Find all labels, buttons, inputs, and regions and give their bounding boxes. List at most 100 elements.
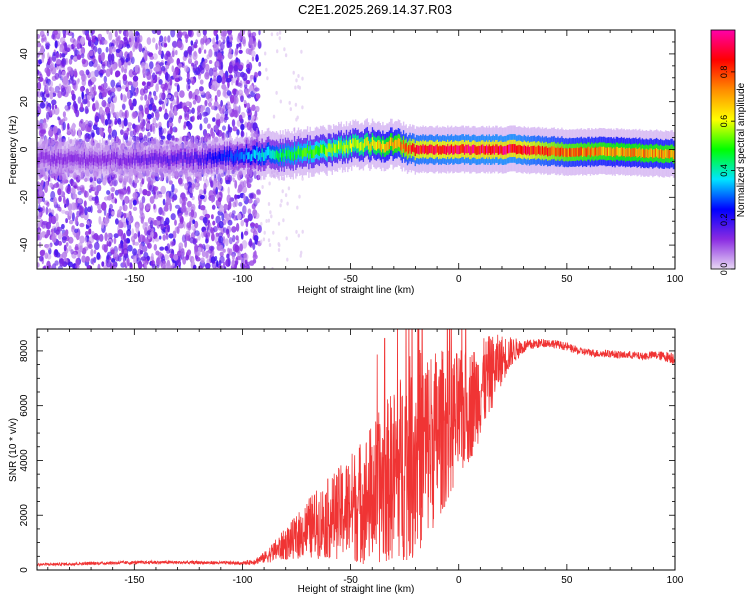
spectrogram-speckle bbox=[93, 84, 96, 92]
spectrogram-speckle bbox=[234, 198, 238, 207]
spectrogram-ridge-cell bbox=[523, 144, 525, 154]
spectrogram-ridge-cell bbox=[52, 156, 54, 164]
spectrogram-speckle bbox=[156, 216, 162, 221]
spectrogram-ridge-cell bbox=[610, 147, 612, 156]
spectrogram-ridge-cell bbox=[639, 147, 641, 156]
spectrogram-ridge-cell bbox=[314, 146, 317, 155]
spectrogram-ridge-cell bbox=[652, 150, 654, 159]
spectrogram-speckle bbox=[204, 63, 210, 72]
spectrogram-ridge-cell bbox=[164, 154, 166, 162]
spectrogram-ridge-cell bbox=[513, 144, 515, 153]
spectrogram-ridge-cell bbox=[356, 140, 358, 149]
spectrogram-speckle bbox=[39, 102, 46, 109]
spectrogram-speckle bbox=[82, 30, 86, 35]
spectrogram-speckle bbox=[37, 233, 40, 241]
spectrogram-speckle bbox=[238, 64, 244, 70]
spectrogram-ridge-cell bbox=[281, 152, 283, 162]
colorbar-tick-label: 0.4 bbox=[719, 164, 729, 177]
spectrogram-ridge-cell bbox=[554, 147, 557, 157]
spectrogram-speckle bbox=[37, 262, 40, 268]
spectrogram-ridge-cell bbox=[75, 154, 78, 162]
spectrogram-ridge-cell bbox=[240, 152, 243, 160]
spectrogram-ridge-cell bbox=[593, 147, 596, 157]
spectrogram-speckle bbox=[84, 236, 88, 244]
spectrogram-ridge-cell bbox=[352, 138, 354, 147]
spectrogram-speckle bbox=[108, 66, 113, 73]
spectrogram-ridge-cell bbox=[478, 145, 480, 155]
spectrogram-speckle bbox=[199, 195, 205, 200]
spectrogram-ridge-cell bbox=[318, 147, 320, 156]
spectrogram-speckle bbox=[74, 228, 79, 234]
spectrogram-speckle bbox=[64, 203, 67, 208]
spectrogram-ridge-cell bbox=[357, 139, 359, 149]
spectrogram-speckle bbox=[100, 83, 105, 92]
spectrogram-speckle bbox=[172, 230, 177, 239]
spectrogram-ridge-cell bbox=[251, 153, 253, 161]
spectrogram-speckle bbox=[226, 194, 232, 204]
spectrogram-speckle bbox=[122, 74, 128, 81]
spectrogram-speckle bbox=[73, 193, 78, 200]
spectrogram-speckle bbox=[55, 52, 60, 59]
spectrogram-ridge-cell bbox=[661, 149, 663, 159]
spectrogram-speckle bbox=[220, 42, 225, 51]
spectrogram-ridge-cell bbox=[105, 158, 108, 166]
spectrogram-ridge-cell bbox=[467, 144, 470, 153]
spectrogram-speckle bbox=[111, 211, 115, 216]
spectrogram-ridge-cell bbox=[156, 154, 158, 162]
spectrogram-ridge-cell bbox=[643, 149, 645, 159]
spectrogram-ridge-cell bbox=[249, 154, 252, 162]
spectrogram-speckle bbox=[278, 30, 282, 35]
spectrogram-speckle bbox=[191, 257, 195, 265]
spectrogram-speckle bbox=[125, 80, 130, 90]
spectrogram-speckle bbox=[183, 105, 188, 113]
spectrogram-ridge-cell bbox=[585, 148, 588, 157]
spectrogram-speckle bbox=[283, 47, 286, 52]
spectrogram-ridge-cell bbox=[466, 144, 468, 154]
spectrogram-speckle bbox=[267, 238, 271, 243]
spectrogram-ridge-cell bbox=[142, 154, 144, 162]
spectrogram-speckle bbox=[124, 110, 128, 119]
spectrogram-speckle bbox=[277, 242, 280, 246]
spectrogram-ridge-cell bbox=[225, 155, 227, 163]
spectrogram-ridge-cell bbox=[257, 152, 259, 161]
spectrogram-speckle bbox=[78, 133, 82, 139]
spectrogram-ridge-cell bbox=[330, 144, 332, 153]
spectrogram-ridge-cell bbox=[334, 144, 336, 153]
spectrogram-ridge-cell bbox=[170, 153, 173, 161]
spectrogram-ridge-cell bbox=[526, 146, 528, 156]
spectrogram-ridge-cell bbox=[622, 148, 624, 157]
spectrogram-speckle bbox=[126, 90, 131, 99]
spectrogram-ridge-cell bbox=[60, 152, 62, 160]
spectrogram-ridge-cell bbox=[401, 144, 403, 153]
spectrogram-speckle bbox=[154, 95, 158, 101]
spectrogram-ridge-cell bbox=[380, 143, 383, 153]
spectrogram-speckle bbox=[147, 234, 151, 240]
spectrogram-speckle bbox=[236, 71, 242, 78]
spectrogram-ridge-cell bbox=[336, 144, 339, 154]
spectrogram-speckle bbox=[106, 195, 112, 201]
spectrogram-ridge-cell bbox=[126, 158, 128, 166]
spectrogram-speckle bbox=[103, 75, 108, 83]
spectrogram-speckle bbox=[187, 46, 193, 54]
spectrogram-ridge-cell bbox=[144, 153, 147, 161]
spectrogram-speckle bbox=[250, 222, 256, 227]
spectrogram-speckle bbox=[219, 244, 224, 252]
spectrogram-speckle bbox=[240, 231, 244, 240]
spectrogram-speckle bbox=[122, 232, 126, 242]
spectrogram-speckle bbox=[249, 193, 255, 200]
spectrogram-ridge-cell bbox=[108, 153, 110, 162]
spectrogram-ridge-cell bbox=[671, 148, 673, 158]
spectrogram-speckle bbox=[202, 30, 207, 36]
spectrogram-ridge-cell bbox=[510, 144, 512, 153]
spectrogram-ridge-cell bbox=[649, 148, 651, 157]
spectrogram-speckle bbox=[194, 230, 200, 237]
spectrogram-speckle bbox=[279, 99, 282, 104]
spectrogram-ridge-cell bbox=[173, 155, 175, 163]
spectrogram-speckle bbox=[158, 127, 164, 135]
spectrogram-ridge-cell bbox=[361, 141, 363, 150]
spectrogram-speckle bbox=[87, 79, 93, 87]
spectrogram-speckle bbox=[284, 53, 288, 58]
spectrogram-speckle bbox=[180, 250, 186, 256]
spectrogram-speckle bbox=[242, 193, 246, 202]
spectrogram-ridge-cell bbox=[432, 146, 435, 155]
